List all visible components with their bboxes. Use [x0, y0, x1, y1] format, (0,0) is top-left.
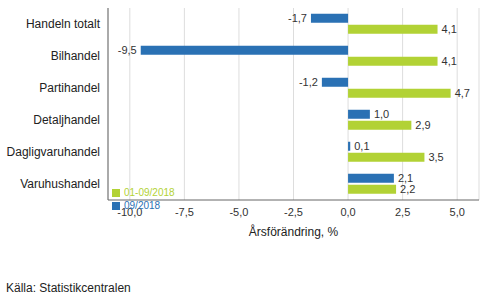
svg-text:2,9: 2,9 [415, 119, 430, 131]
svg-text:1,0: 1,0 [374, 108, 389, 120]
html-text:Källa: Statistikcentralen: Källa: Statistikcentralen [6, 281, 131, 295]
svg-text:4,1: 4,1 [442, 55, 457, 67]
html-text:01-09/2018: 01-09/2018 [124, 187, 175, 198]
svg-text:-9,5: -9,5 [118, 44, 137, 56]
svg-text:3,5: 3,5 [428, 151, 443, 163]
svg-text:4,1: 4,1 [442, 23, 457, 35]
svg-text:-1,7: -1,7 [288, 12, 307, 24]
svg-text:-2,5: -2,5 [284, 206, 303, 218]
svg-text:Partihandel: Partihandel [39, 81, 100, 95]
svg-text:-1,2: -1,2 [299, 76, 318, 88]
svg-text:2,1: 2,1 [397, 172, 414, 185]
svg-text:5,0: 5,0 [450, 206, 465, 218]
svg-text:Bilhandel: Bilhandel [51, 49, 100, 63]
svg-text:0,1: 0,1 [354, 140, 369, 152]
svg-text:4,7: 4,7 [455, 87, 470, 99]
svg-text:2,2: 2,2 [400, 183, 415, 195]
svg-text:-10,0: -10,0 [117, 206, 142, 218]
html-text:09/2018: 09/2018 [124, 200, 161, 211]
svg-text:Dagligvaruhandel: Dagligvaruhandel [8, 145, 100, 159]
svg-text:Detaljhandel: Detaljhandel [33, 113, 100, 127]
svg-text:Varuhushandel: Varuhushandel [20, 177, 100, 191]
svg-text:-5,0: -5,0 [229, 206, 248, 218]
svg-text:Handeln totalt: Handeln totalt [26, 17, 101, 31]
svg-text:Årsförändring, %: Årsförändring, % [249, 224, 339, 239]
svg-text:-7,5: -7,5 [175, 206, 194, 218]
svg-text:0,0: 0,0 [340, 206, 355, 218]
svg-text:2,5: 2,5 [395, 206, 410, 218]
